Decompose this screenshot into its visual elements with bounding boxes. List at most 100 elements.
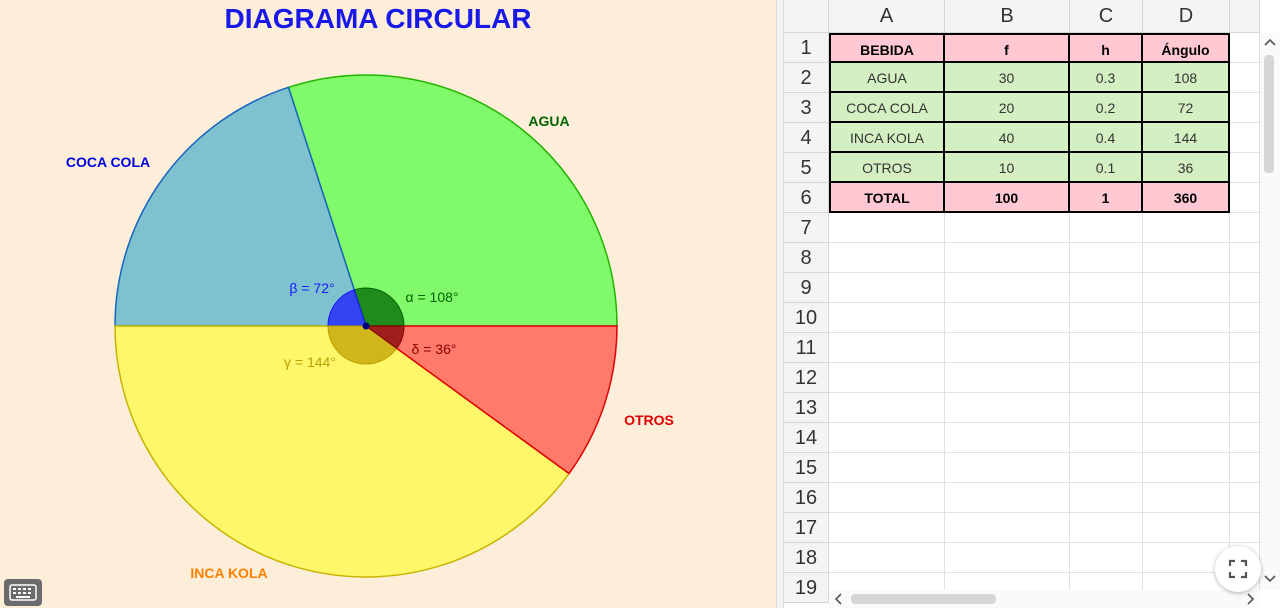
row-header-16[interactable]: 16 [784,483,829,513]
cell-e7[interactable] [1230,213,1260,243]
cell-e11[interactable] [1230,333,1260,363]
cell-a6[interactable]: TOTAL [829,183,945,213]
cell-b16[interactable] [945,483,1070,513]
cell-e5[interactable] [1230,153,1260,183]
horizontal-scrollbar[interactable] [829,590,1260,608]
pie-slice-coca-cola[interactable] [114,86,368,327]
cell-c3[interactable]: 0.2 [1070,93,1143,123]
vertical-scrollbar[interactable] [1260,33,1280,590]
cell-a11[interactable] [829,333,945,363]
cell-b2[interactable]: 30 [945,63,1070,93]
cell-a18[interactable] [829,543,945,573]
row-header-14[interactable]: 14 [784,423,829,453]
cell-d7[interactable] [1143,213,1230,243]
vertical-scroll-thumb[interactable] [1264,55,1274,173]
angle-arc-coca-cola[interactable] [327,289,367,327]
angle-label-agua[interactable]: α = 108° [405,289,458,305]
cell-c2[interactable]: 0.3 [1070,63,1143,93]
cell-d6[interactable]: 360 [1143,183,1230,213]
slice-label-otros[interactable]: OTROS [624,412,674,428]
graphics-view[interactable]: DIAGRAMA CIRCULAR AGUA α = 108° COCA COLA β… [0,0,776,608]
pie-slice-otros[interactable] [363,325,618,475]
cell-d14[interactable] [1143,423,1230,453]
cell-e10[interactable] [1230,303,1260,333]
column-header-extra[interactable] [1230,0,1260,33]
cell-a15[interactable] [829,453,945,483]
cell-a3[interactable]: COCA COLA [829,93,945,123]
cell-a10[interactable] [829,303,945,333]
cell-c9[interactable] [1070,273,1143,303]
chevron-up-icon[interactable] [1260,33,1280,55]
cell-d1[interactable]: Ángulo [1143,33,1230,63]
cell-e4[interactable] [1230,123,1260,153]
slice-label-coca-cola[interactable]: COCA COLA [66,154,150,170]
cell-e12[interactable] [1230,363,1260,393]
cell-a2[interactable]: AGUA [829,63,945,93]
angle-arc-inca-kola[interactable] [327,325,398,365]
cell-c10[interactable] [1070,303,1143,333]
cell-c16[interactable] [1070,483,1143,513]
cell-b1[interactable]: f [945,33,1070,63]
row-header-11[interactable]: 11 [784,333,829,363]
row-header-18[interactable]: 18 [784,543,829,573]
row-header-17[interactable]: 17 [784,513,829,543]
angle-label-inca-kola[interactable]: γ = 144° [284,354,336,370]
cell-e16[interactable] [1230,483,1260,513]
cell-c14[interactable] [1070,423,1143,453]
cell-d3[interactable]: 72 [1143,93,1230,123]
row-header-1[interactable]: 1 [784,33,829,63]
chevron-left-icon[interactable] [829,590,849,608]
cell-b5[interactable]: 10 [945,153,1070,183]
cell-e13[interactable] [1230,393,1260,423]
row-header-3[interactable]: 3 [784,93,829,123]
row-header-5[interactable]: 5 [784,153,829,183]
cell-d5[interactable]: 36 [1143,153,1230,183]
angle-label-otros[interactable]: δ = 36° [412,341,457,357]
cell-c18[interactable] [1070,543,1143,573]
cell-c1[interactable]: h [1070,33,1143,63]
cell-a17[interactable] [829,513,945,543]
cell-a13[interactable] [829,393,945,423]
cell-b6[interactable]: 100 [945,183,1070,213]
cell-b12[interactable] [945,363,1070,393]
slice-label-agua[interactable]: AGUA [528,113,569,129]
pie-chart[interactable]: DIAGRAMA CIRCULAR AGUA α = 108° COCA COLA β… [0,0,776,608]
column-header-a[interactable]: A [829,0,945,33]
cell-d9[interactable] [1143,273,1230,303]
cell-e15[interactable] [1230,453,1260,483]
cell-a12[interactable] [829,363,945,393]
chevron-right-icon[interactable] [1240,590,1260,608]
cell-a9[interactable] [829,273,945,303]
cell-e17[interactable] [1230,513,1260,543]
cell-b18[interactable] [945,543,1070,573]
cell-d4[interactable]: 144 [1143,123,1230,153]
cell-e6[interactable] [1230,183,1260,213]
cell-b14[interactable] [945,423,1070,453]
cell-a5[interactable]: OTROS [829,153,945,183]
cell-e14[interactable] [1230,423,1260,453]
row-header-6[interactable]: 6 [784,183,829,213]
cell-e8[interactable] [1230,243,1260,273]
row-header-15[interactable]: 15 [784,453,829,483]
row-header-8[interactable]: 8 [784,243,829,273]
cell-d16[interactable] [1143,483,1230,513]
cell-b17[interactable] [945,513,1070,543]
horizontal-scroll-thumb[interactable] [851,594,996,604]
cell-b13[interactable] [945,393,1070,423]
row-header-19[interactable]: 19 [784,573,829,603]
sheet-corner[interactable] [784,0,829,33]
cell-e2[interactable] [1230,63,1260,93]
row-header-10[interactable]: 10 [784,303,829,333]
pie-slice-agua[interactable] [287,74,618,327]
angle-arc-agua[interactable] [353,287,405,327]
angle-arc-otros[interactable] [364,325,405,350]
cell-c17[interactable] [1070,513,1143,543]
cell-a4[interactable]: INCA KOLA [829,123,945,153]
panel-divider[interactable] [776,0,784,608]
column-header-d[interactable]: D [1143,0,1230,33]
cell-d8[interactable] [1143,243,1230,273]
cell-b8[interactable] [945,243,1070,273]
cell-a16[interactable] [829,483,945,513]
cell-a8[interactable] [829,243,945,273]
cell-a7[interactable] [829,213,945,243]
